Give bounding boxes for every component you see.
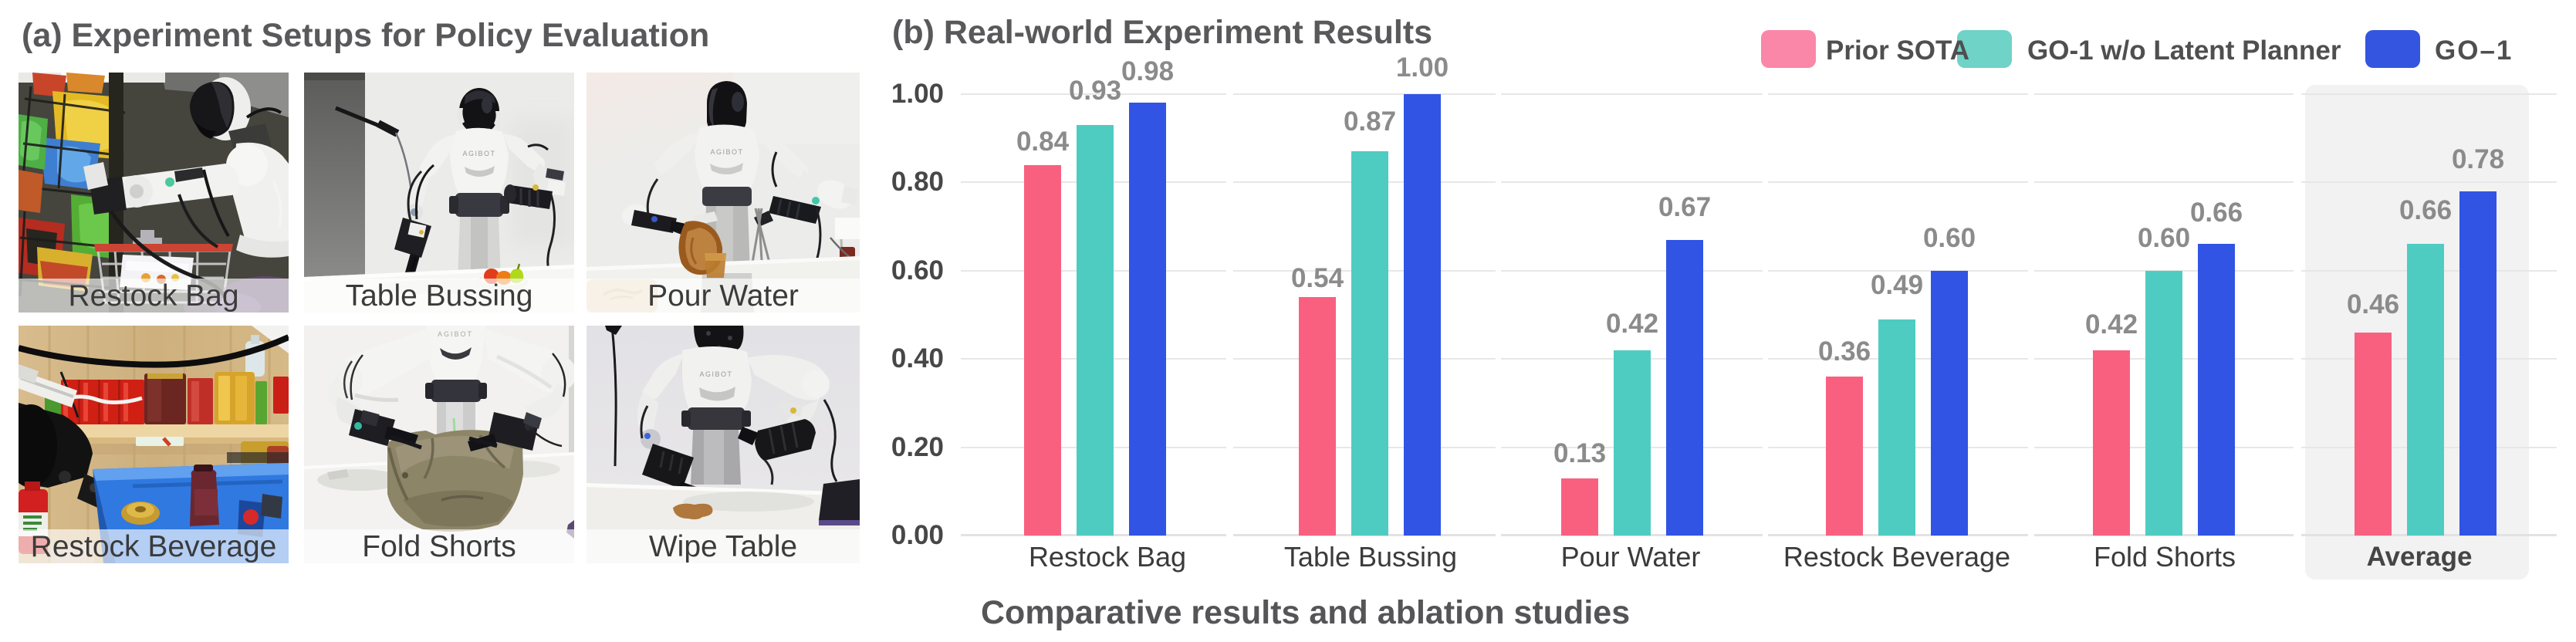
svg-text:AGIBOT: AGIBOT xyxy=(462,150,495,157)
svg-text:AGIBOT: AGIBOT xyxy=(710,148,743,156)
svg-text:AGIBOT: AGIBOT xyxy=(699,370,732,378)
svg-text:AGIBOT: AGIBOT xyxy=(438,330,473,338)
